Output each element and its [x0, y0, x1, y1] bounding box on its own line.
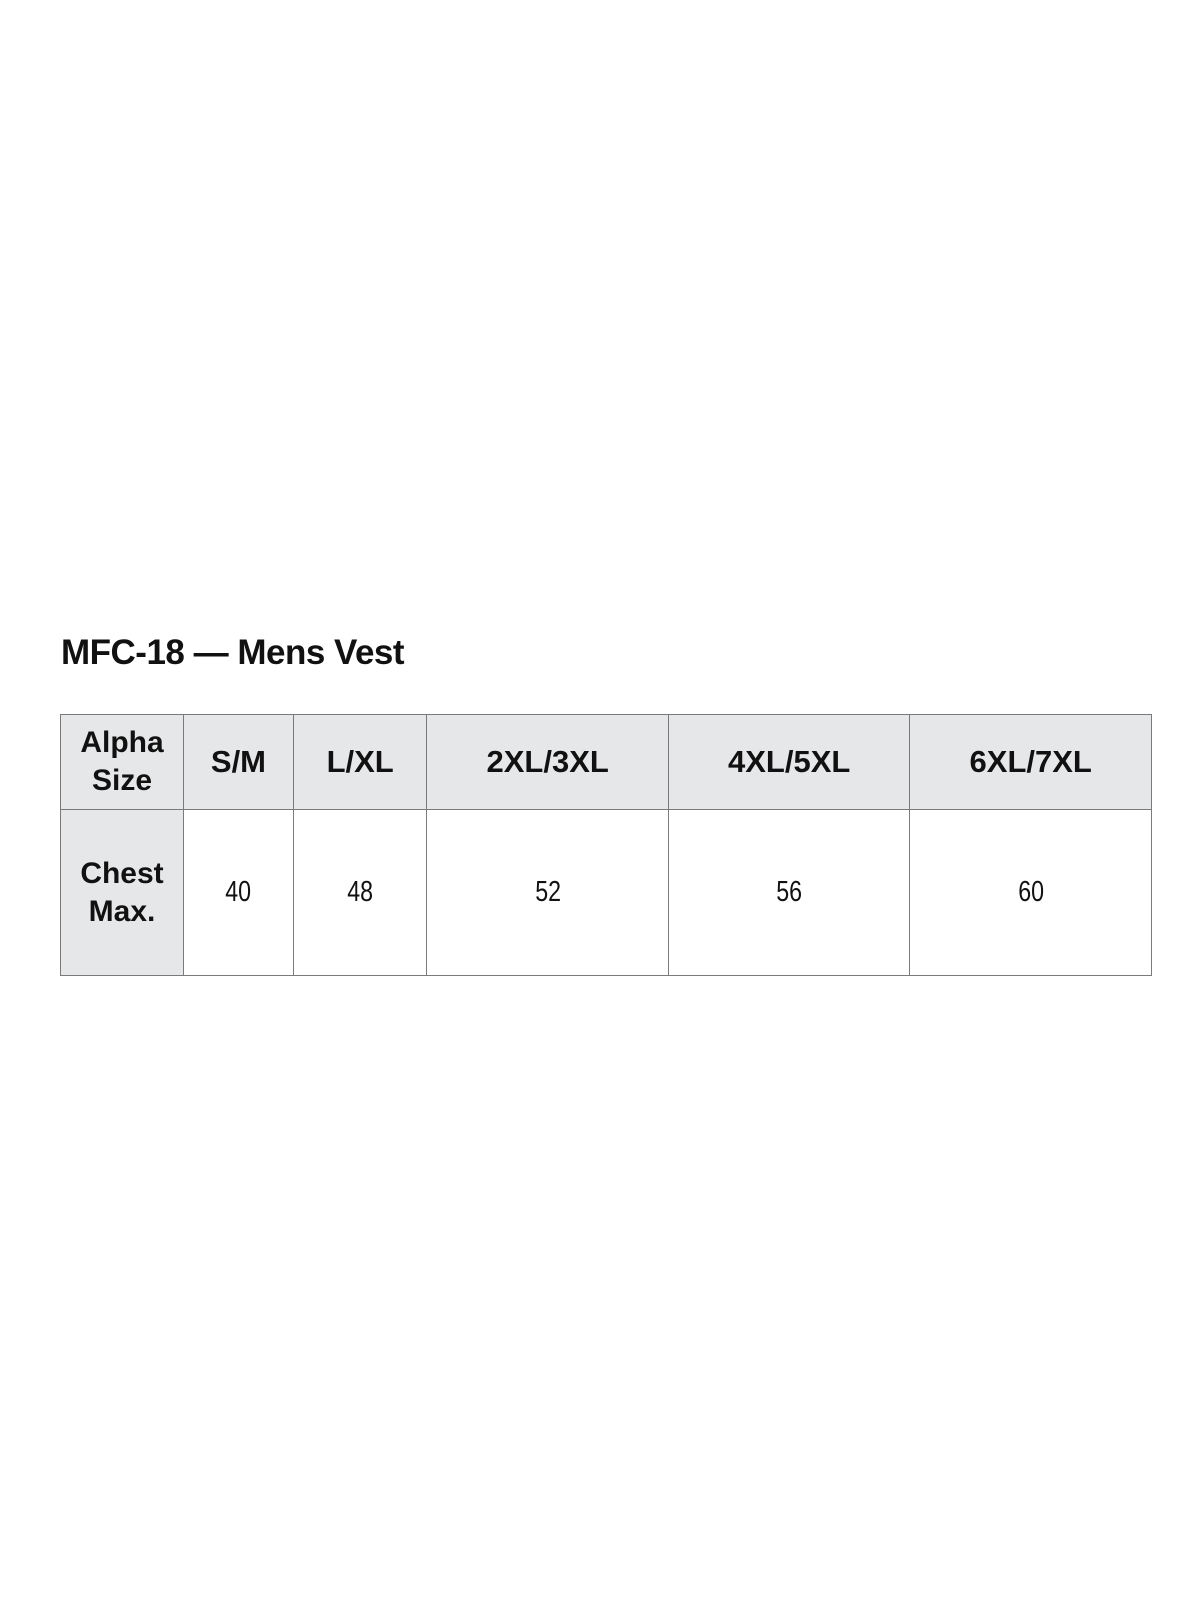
size-header: 6XL/7XL — [909, 714, 1152, 810]
table-row: Alpha Size S/M L/XL 2XL/3XL 4XL/5XL 6XL/7… — [60, 714, 1152, 810]
chest-value: 40 — [183, 809, 294, 976]
size-header: 4XL/5XL — [667, 714, 911, 810]
chest-value: 52 — [426, 809, 669, 976]
chest-value-text: 40 — [225, 876, 252, 908]
row-header-chest-max: Chest Max. — [60, 809, 184, 976]
chest-value: 60 — [909, 809, 1152, 976]
chest-value-text: 48 — [347, 876, 374, 908]
chest-value-text: 52 — [534, 876, 561, 908]
table-row: Chest Max. 40 48 52 56 60 — [60, 809, 1152, 976]
size-header: L/XL — [292, 714, 428, 810]
size-header: 2XL/3XL — [426, 714, 669, 810]
chest-value-text: 60 — [1017, 876, 1044, 908]
chest-value: 56 — [667, 809, 911, 976]
row-header-alpha-size: Alpha Size — [60, 714, 184, 810]
chest-value: 48 — [292, 809, 428, 976]
size-header: S/M — [183, 714, 294, 810]
page-title: MFC-18 — Mens Vest — [61, 633, 405, 672]
chest-value-text: 56 — [776, 876, 803, 908]
size-chart-table: Alpha Size S/M L/XL 2XL/3XL 4XL/5XL 6XL/7… — [60, 714, 1152, 976]
